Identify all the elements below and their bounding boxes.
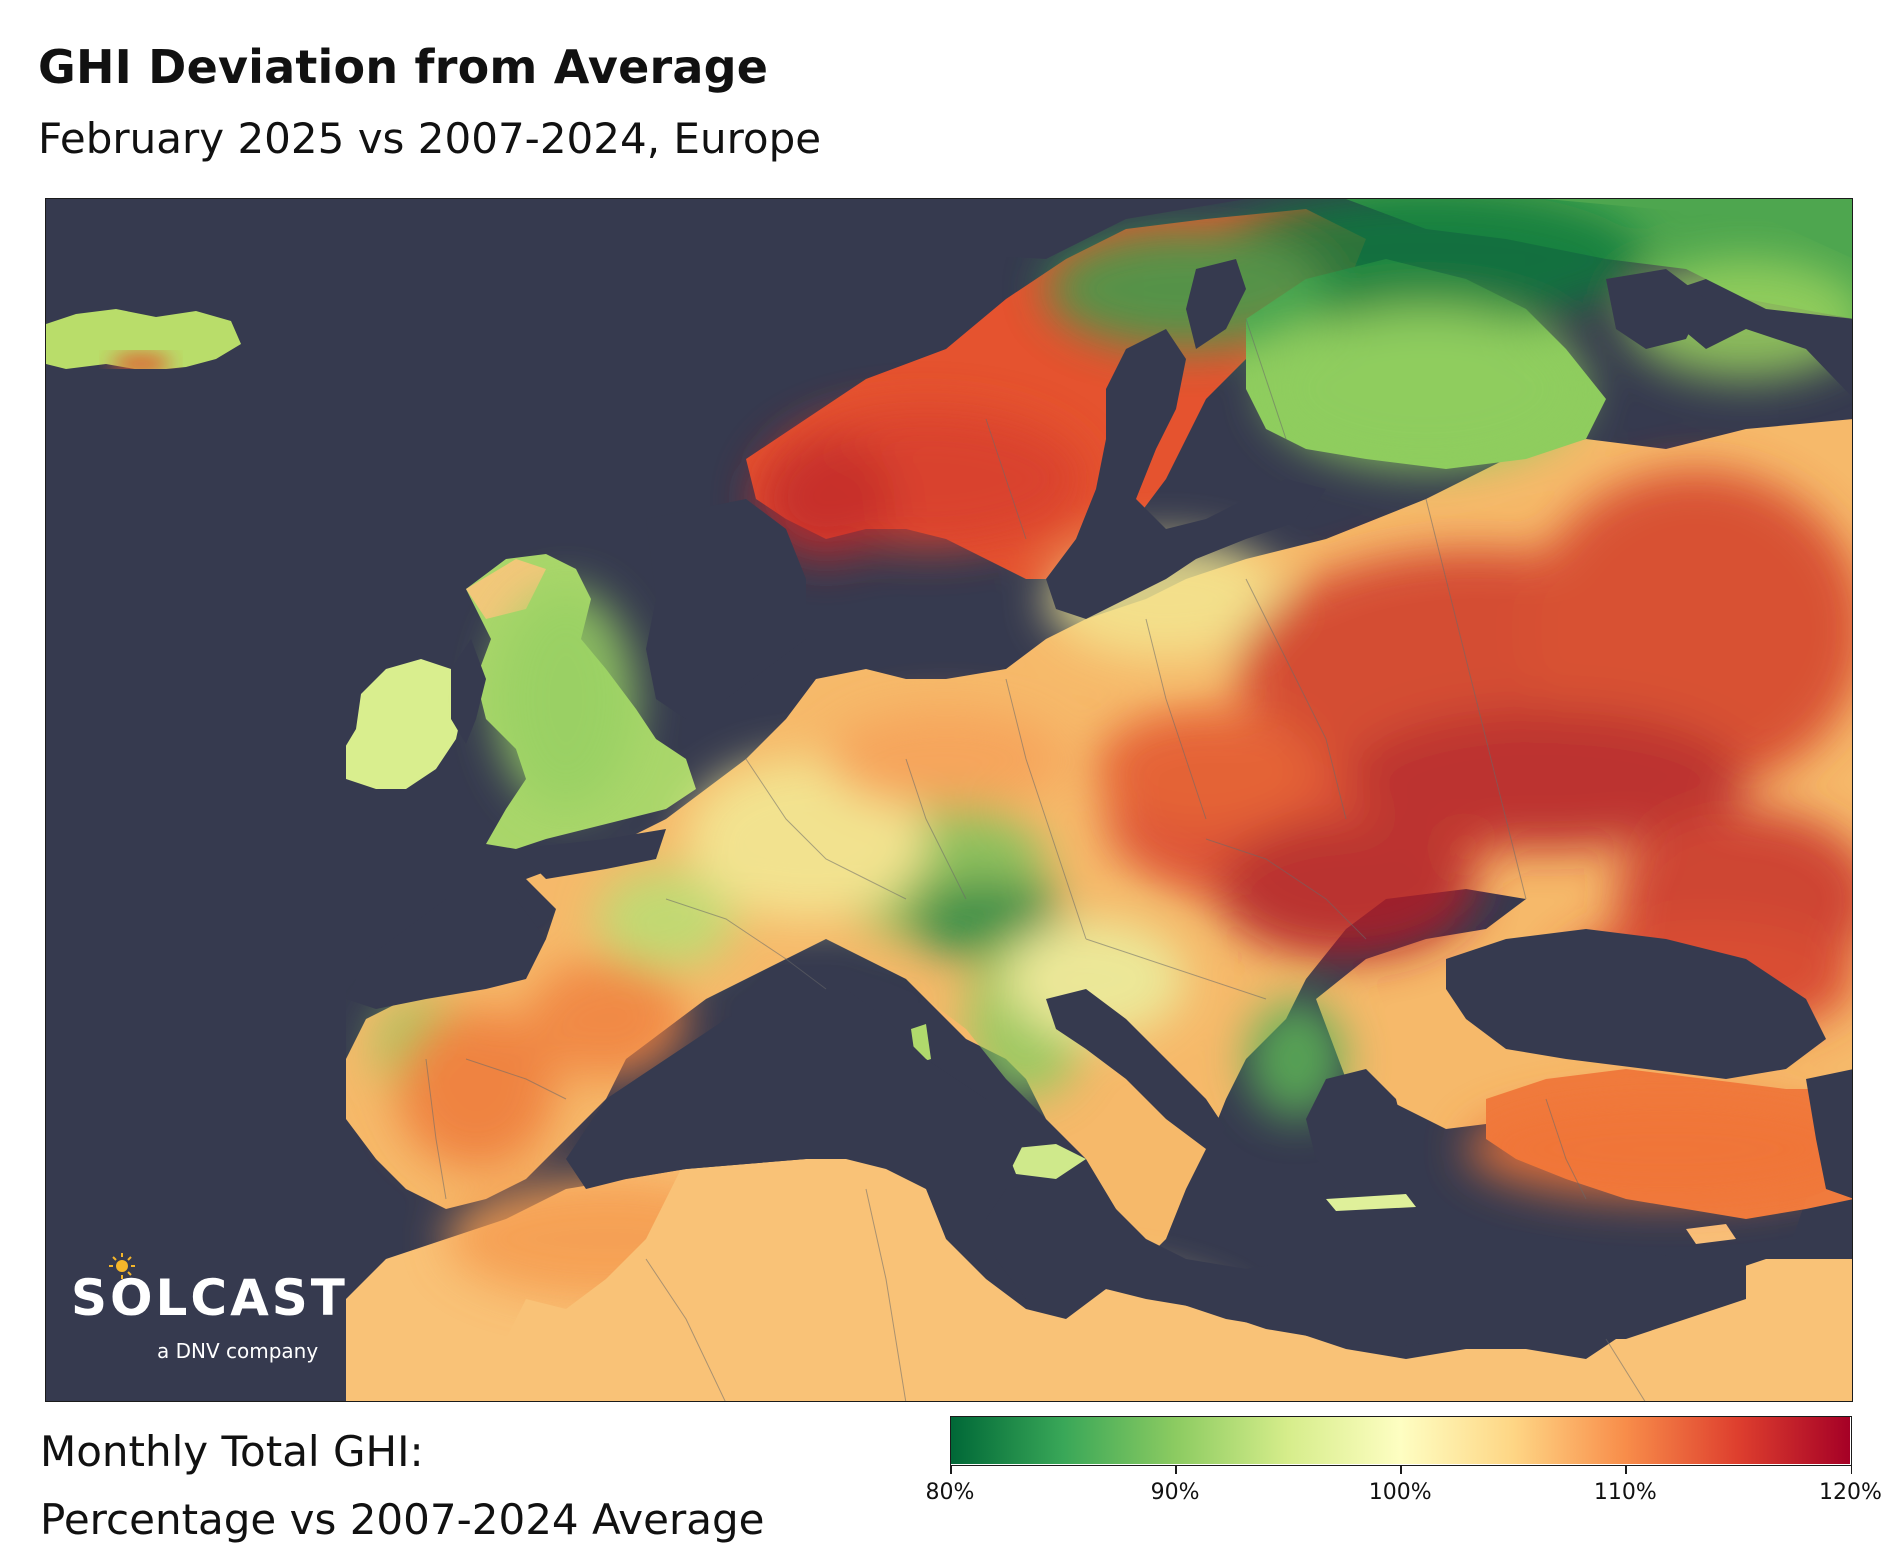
legend-title: Monthly Total GHI: Percentage vs 2007-20… (40, 1418, 764, 1554)
logo-wordmark: SOLCAST (71, 1269, 348, 1327)
colorbar-tick-label: 90% (1150, 1480, 1200, 1505)
colorbar-tick (1400, 1466, 1402, 1474)
legend-title-line1: Monthly Total GHI: (40, 1427, 424, 1476)
logo-tagline: a DNV company (157, 1339, 319, 1363)
north-sea (646, 499, 806, 719)
colorbar-tick-label: 110% (1593, 1480, 1657, 1505)
country-borders (425, 318, 1646, 1401)
colorbar-tick-label: 80% (925, 1480, 975, 1505)
map-panel: SOLCAST a DNV company (45, 198, 1853, 1402)
sun-icon (109, 1253, 135, 1279)
colorbar-tick (1850, 1466, 1852, 1474)
chart-subtitle: February 2025 vs 2007-2024, Europe (38, 114, 822, 163)
iceland (46, 309, 241, 371)
black-sea (1446, 929, 1826, 1079)
mediterranean-sea (566, 989, 1026, 1199)
legend-title-line2: Percentage vs 2007-2024 Average (40, 1495, 765, 1544)
adriatic-sea (1046, 989, 1226, 1149)
colorbar-tick (1175, 1466, 1177, 1474)
north-africa (346, 1149, 1852, 1401)
europe-map (46, 199, 1852, 1401)
seas (46, 259, 1852, 1401)
colorbar-tick-label: 120% (1819, 1480, 1882, 1505)
baltic-sea (1046, 329, 1326, 619)
chart-title: GHI Deviation from Average (38, 40, 769, 94)
colorbar-tick-label: 100% (1368, 1480, 1432, 1505)
colorbar-tick (950, 1466, 952, 1474)
colorbar (950, 1416, 1852, 1466)
ireland (341, 659, 466, 789)
aegean-sea (1306, 1069, 1406, 1189)
colorbar-tick (1625, 1466, 1627, 1474)
bay-of-biscay (346, 899, 546, 1009)
solcast-logo: SOLCAST a DNV company (71, 1253, 351, 1369)
colorbar-ticks (950, 1466, 1852, 1476)
colorbar-gradient (951, 1417, 1850, 1464)
